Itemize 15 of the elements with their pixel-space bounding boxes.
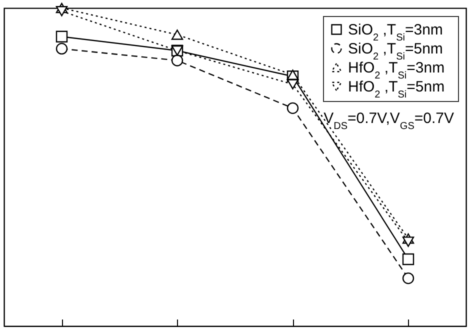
point <box>286 79 299 90</box>
legend-label: SiO$_{2}$ ,T$_{Si}$=3nm <box>348 22 443 43</box>
legend-label: SiO$_{2}$ ,T$_{Si}$=5nm <box>348 40 443 62</box>
annotation: V$_{DS}$=0.7V,V$_{GS}$=0.7V <box>324 110 454 132</box>
point <box>286 102 299 114</box>
point <box>56 42 68 55</box>
point <box>56 6 68 16</box>
point <box>402 253 414 266</box>
point <box>171 54 184 66</box>
point <box>56 30 68 42</box>
point <box>402 272 414 284</box>
point <box>402 236 414 247</box>
point <box>171 30 184 40</box>
legend-label: HfO$_{2}$ ,T$_{Si}$=3nm <box>348 60 445 81</box>
legend-label: HfO$_{2}$ ,T$_{Si}$=5nm <box>348 78 445 100</box>
